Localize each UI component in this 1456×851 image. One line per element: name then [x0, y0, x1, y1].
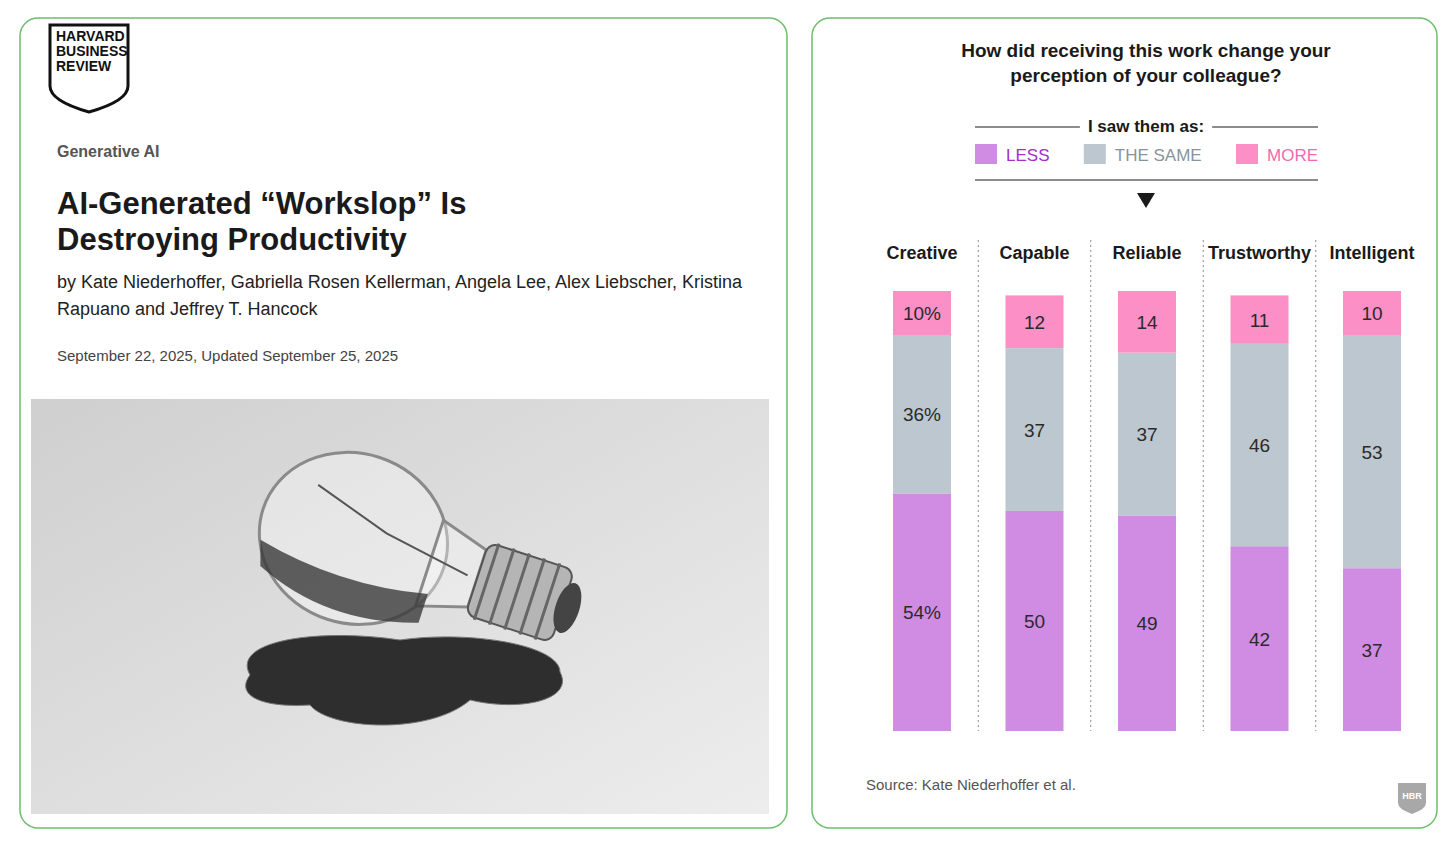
bulb-glass [237, 428, 470, 648]
bulb-liquid [247, 540, 428, 636]
column-divider [1315, 240, 1316, 731]
data-label: 46 [1249, 435, 1270, 456]
article-authors: by Kate Niederhoffer, Gabriella Rosen Ke… [57, 269, 747, 323]
category-label: Trustworthy [1208, 243, 1311, 263]
source: Source: Kate Niederhoffer et al. [866, 776, 1076, 793]
section-label: Generative AI [57, 143, 160, 161]
bar-segment [1231, 546, 1289, 731]
column-divider [978, 240, 979, 731]
chart-title: How did receiving this work change your … [956, 38, 1336, 88]
bar-segment [1118, 353, 1176, 516]
chart-panel [812, 18, 1437, 828]
category-label: Reliable [1112, 243, 1181, 263]
data-label: 53 [1361, 442, 1382, 463]
badge-text: HBR [1402, 791, 1422, 801]
legend-label: MORE [1267, 146, 1318, 165]
bar-segment [1231, 344, 1289, 546]
column-divider [1203, 240, 1204, 731]
logo-text: REVIEW [56, 58, 112, 74]
bar-segment [893, 493, 951, 731]
bars [893, 291, 1401, 731]
data-label: 49 [1136, 613, 1157, 634]
article-panel [20, 18, 787, 828]
data-labels: 54% 36% 10% 50 37 12 49 37 14 42 46 11 37 53 10 [903, 303, 1383, 661]
bar-segment [1343, 291, 1401, 335]
bulb [237, 428, 605, 692]
data-label: 14 [1136, 312, 1158, 333]
bar-segment [1006, 295, 1064, 348]
bar-segment [1343, 335, 1401, 568]
legend-title: I saw them as: [1088, 117, 1204, 136]
legend-rule [975, 126, 1080, 127]
legend-arrow [1137, 193, 1155, 208]
bar-segment [893, 335, 951, 493]
data-label: 10% [903, 303, 941, 324]
bulb-filament [306, 485, 480, 576]
puddle [246, 635, 563, 725]
logo-text: BUSINESS [56, 43, 128, 59]
legend-rule [975, 179, 1318, 180]
bulb-tip [548, 579, 587, 636]
data-label: 11 [1250, 310, 1270, 331]
column-divider [1090, 240, 1091, 731]
category-label: Intelligent [1330, 243, 1415, 263]
legend-rule [1212, 126, 1318, 127]
article-date: September 22, 2025, Updated September 25… [57, 347, 398, 364]
legend-swatch [1236, 144, 1258, 164]
illustration-bg [31, 399, 769, 814]
data-label: 37 [1136, 424, 1157, 445]
data-label: 37 [1361, 640, 1382, 661]
bar-segment [1343, 568, 1401, 731]
data-label: 50 [1024, 611, 1045, 632]
data-label: 10 [1361, 303, 1382, 324]
logo-shield [50, 25, 128, 112]
logo-text: HARVARD [56, 28, 125, 44]
bar-segment [1118, 291, 1176, 353]
bar-segment [1006, 348, 1064, 511]
legend-label: LESS [1006, 146, 1049, 165]
legend-swatch [975, 144, 997, 164]
bar-segment [1118, 515, 1176, 731]
category-label: Creative [886, 243, 957, 263]
stage: HARVARDBUSINESSREVIEW I saw them as: LESS T… [0, 0, 1456, 851]
badge-shield [1398, 783, 1426, 814]
bar-segment [893, 291, 951, 335]
data-label: 42 [1249, 629, 1270, 650]
data-label: 12 [1024, 312, 1045, 333]
bar-segment [1006, 511, 1064, 731]
data-label: 37 [1024, 420, 1045, 441]
data-label: 36% [903, 404, 941, 425]
article-title: AI-Generated “Workslop” Is Destroying Pr… [57, 186, 557, 258]
legend-swatch [1084, 144, 1106, 164]
legend-label: THE SAME [1115, 146, 1202, 165]
data-label: 54% [903, 602, 941, 623]
bar-segment [1231, 295, 1289, 343]
category-label: Capable [999, 243, 1069, 263]
